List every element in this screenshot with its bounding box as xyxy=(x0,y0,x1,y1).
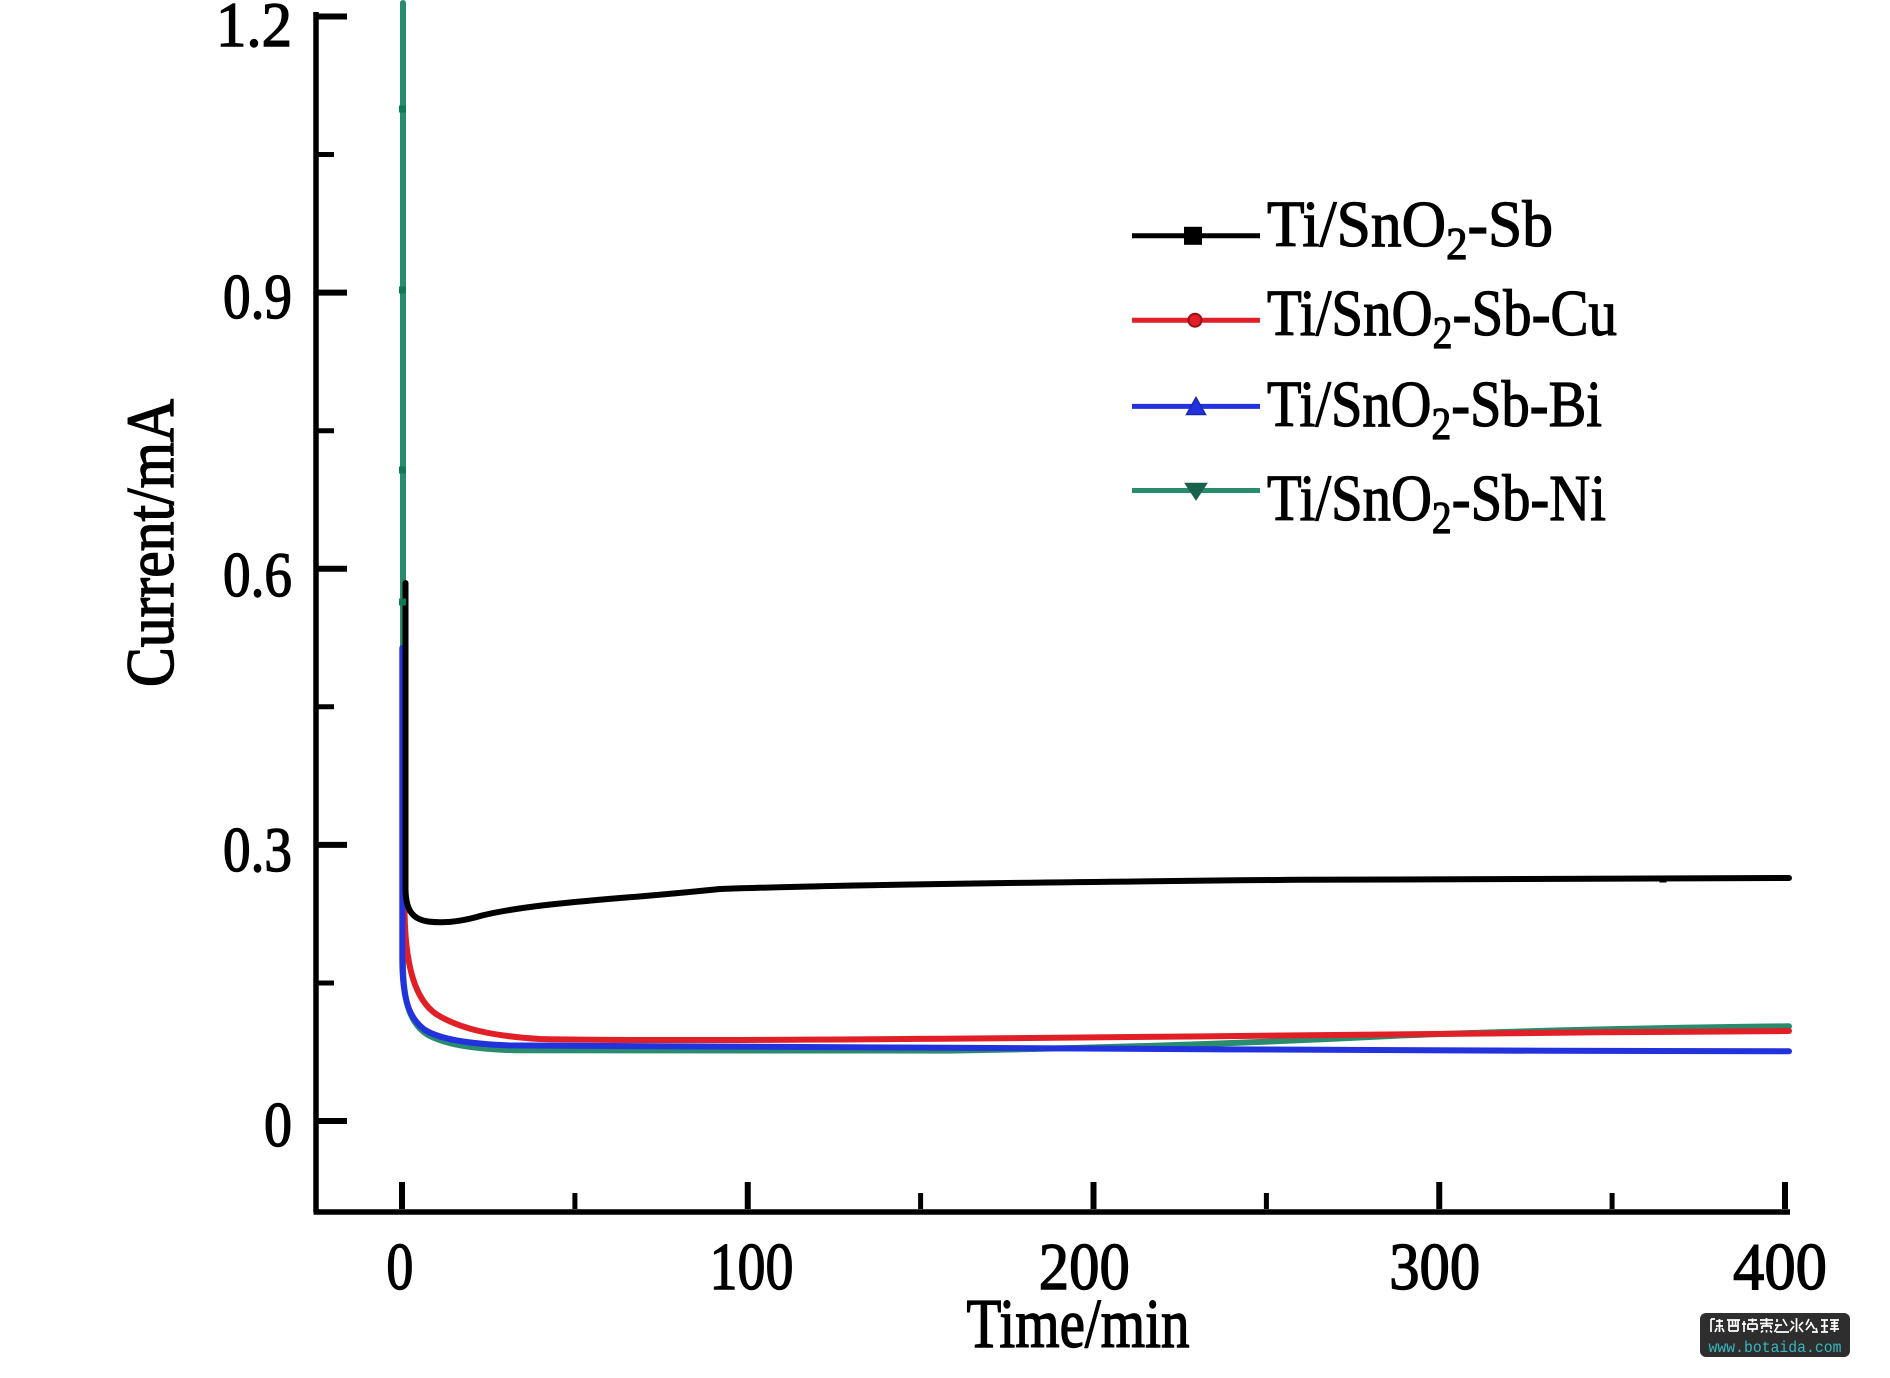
svg-text:Ti/SnO2-Sb-Bi: Ti/SnO2-Sb-Bi xyxy=(1267,368,1602,449)
svg-text:200: 200 xyxy=(1039,1230,1130,1304)
svg-text:0.6: 0.6 xyxy=(223,539,292,610)
svg-text:Ti/SnO2-Sb: Ti/SnO2-Sb xyxy=(1267,188,1553,269)
svg-text:300: 300 xyxy=(1389,1230,1480,1304)
svg-text:100: 100 xyxy=(710,1230,794,1304)
svg-text:0: 0 xyxy=(264,1089,292,1160)
svg-text:1.2: 1.2 xyxy=(216,0,292,60)
svg-text:0.3: 0.3 xyxy=(223,814,292,885)
svg-text:0.9: 0.9 xyxy=(223,261,292,332)
svg-text:Time/min: Time/min xyxy=(967,1286,1190,1363)
svg-text:www.botaida.com: www.botaida.com xyxy=(1709,1339,1842,1357)
svg-text:0: 0 xyxy=(386,1230,413,1304)
svg-text:400: 400 xyxy=(1733,1230,1827,1304)
svg-text:Current/mA: Current/mA xyxy=(112,399,188,687)
